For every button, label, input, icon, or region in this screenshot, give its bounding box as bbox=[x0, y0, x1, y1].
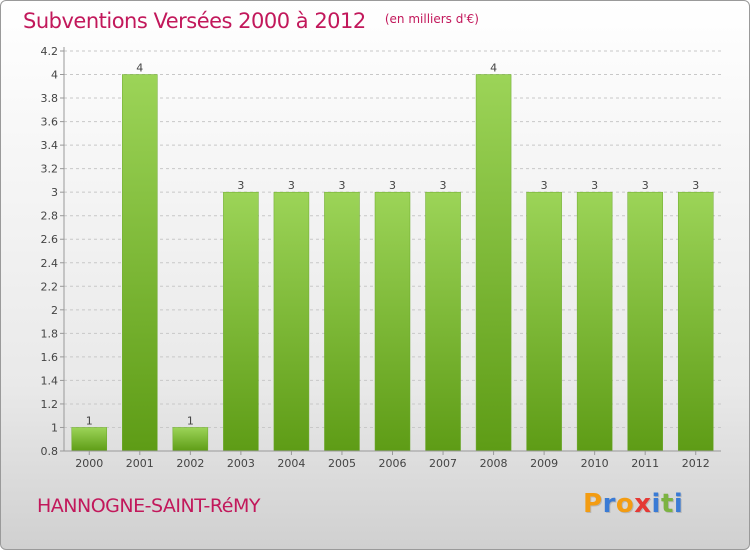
y-tick-label: 1.4 bbox=[41, 374, 59, 387]
y-tick-label: 1.8 bbox=[41, 327, 59, 340]
data-label: 4 bbox=[136, 62, 143, 75]
y-tick-label: 2.8 bbox=[41, 210, 59, 223]
y-tick-label: 3.4 bbox=[41, 139, 59, 152]
x-tick-label: 2010 bbox=[581, 457, 609, 470]
y-tick-label: 1.6 bbox=[41, 351, 59, 364]
y-axis-ticks: 0.8 1 1.2 1.4 1.6 1.8 2 2.2 2.4 2.6 2.8 3 3.2 3.4 3.6 3… bbox=[41, 45, 64, 458]
data-label: 3 bbox=[541, 179, 548, 192]
bar bbox=[677, 191, 714, 452]
bar bbox=[475, 74, 512, 452]
bar bbox=[627, 191, 663, 452]
data-label: 1 bbox=[187, 414, 194, 427]
bar bbox=[273, 191, 310, 452]
x-tick-label: 2005 bbox=[328, 457, 356, 470]
x-axis-ticks: 2000 2001 2002 2003 2004 2005 2006 2007 2008 2009… bbox=[75, 451, 710, 470]
y-tick-label: 2.4 bbox=[41, 257, 59, 270]
chart-title: Subventions Versées 2000 à 2012 bbox=[23, 9, 366, 33]
axes bbox=[63, 47, 721, 452]
logo-letter: i bbox=[651, 489, 661, 519]
data-label: 3 bbox=[440, 179, 447, 192]
data-labels: 1 4 1 3 3 3 3 3 4 3 3 3 3 bbox=[86, 62, 699, 428]
data-label: 4 bbox=[490, 62, 497, 75]
bar bbox=[71, 427, 108, 452]
y-tick-label: 3.2 bbox=[41, 163, 59, 176]
data-label: 1 bbox=[86, 414, 93, 427]
logo-letter: o bbox=[615, 489, 635, 519]
y-tick-label: 4.2 bbox=[41, 45, 59, 58]
data-label: 3 bbox=[692, 179, 699, 192]
bar bbox=[374, 191, 411, 452]
x-tick-label: 2000 bbox=[75, 457, 103, 470]
x-tick-label: 2003 bbox=[227, 457, 255, 470]
proxiti-logo: Proxiti bbox=[583, 489, 683, 519]
bar bbox=[526, 191, 562, 452]
data-label: 3 bbox=[288, 179, 295, 192]
bar bbox=[324, 191, 360, 452]
y-tick-label: 3.8 bbox=[41, 92, 59, 105]
logo-letter: P bbox=[583, 489, 603, 519]
bar bbox=[425, 191, 461, 452]
x-tick-label: 2009 bbox=[530, 457, 558, 470]
y-tick-label: 2.2 bbox=[41, 280, 59, 293]
bar bbox=[576, 191, 613, 452]
commune-name: HANNOGNE-SAINT-RéMY bbox=[37, 495, 260, 517]
logo-letter: t bbox=[660, 489, 674, 519]
y-tick-label: 3 bbox=[51, 186, 58, 199]
x-tick-label: 2008 bbox=[480, 457, 508, 470]
data-label: 3 bbox=[237, 179, 244, 192]
bar bbox=[172, 427, 209, 452]
bar bbox=[223, 191, 259, 452]
title-row: Subventions Versées 2000 à 2012 (en mill… bbox=[23, 9, 479, 33]
x-tick-label: 2002 bbox=[176, 457, 204, 470]
y-tick-label: 2 bbox=[51, 304, 58, 317]
data-label: 3 bbox=[338, 179, 345, 192]
logo-letter: r bbox=[602, 489, 616, 519]
bar bbox=[122, 74, 158, 452]
chart-unit: (en milliers d'€) bbox=[384, 12, 479, 26]
y-tick-label: 1 bbox=[51, 421, 58, 434]
y-tick-label: 3.6 bbox=[41, 116, 59, 129]
y-tick-label: 2.6 bbox=[41, 233, 59, 246]
x-tick-label: 2001 bbox=[126, 457, 154, 470]
x-tick-label: 2004 bbox=[277, 457, 305, 470]
y-tick-label: 0.8 bbox=[41, 445, 59, 458]
x-tick-label: 2006 bbox=[379, 457, 407, 470]
data-label: 3 bbox=[389, 179, 396, 192]
data-label: 3 bbox=[591, 179, 598, 192]
logo-letter: x bbox=[634, 489, 652, 519]
logo-letter: i bbox=[673, 489, 684, 519]
x-tick-label: 2011 bbox=[631, 457, 659, 470]
x-tick-label: 2012 bbox=[682, 457, 710, 470]
y-tick-label: 1.2 bbox=[41, 398, 59, 411]
bars bbox=[71, 74, 714, 452]
y-tick-label: 4 bbox=[51, 69, 58, 82]
data-label: 3 bbox=[642, 179, 649, 192]
x-tick-label: 2007 bbox=[429, 457, 457, 470]
